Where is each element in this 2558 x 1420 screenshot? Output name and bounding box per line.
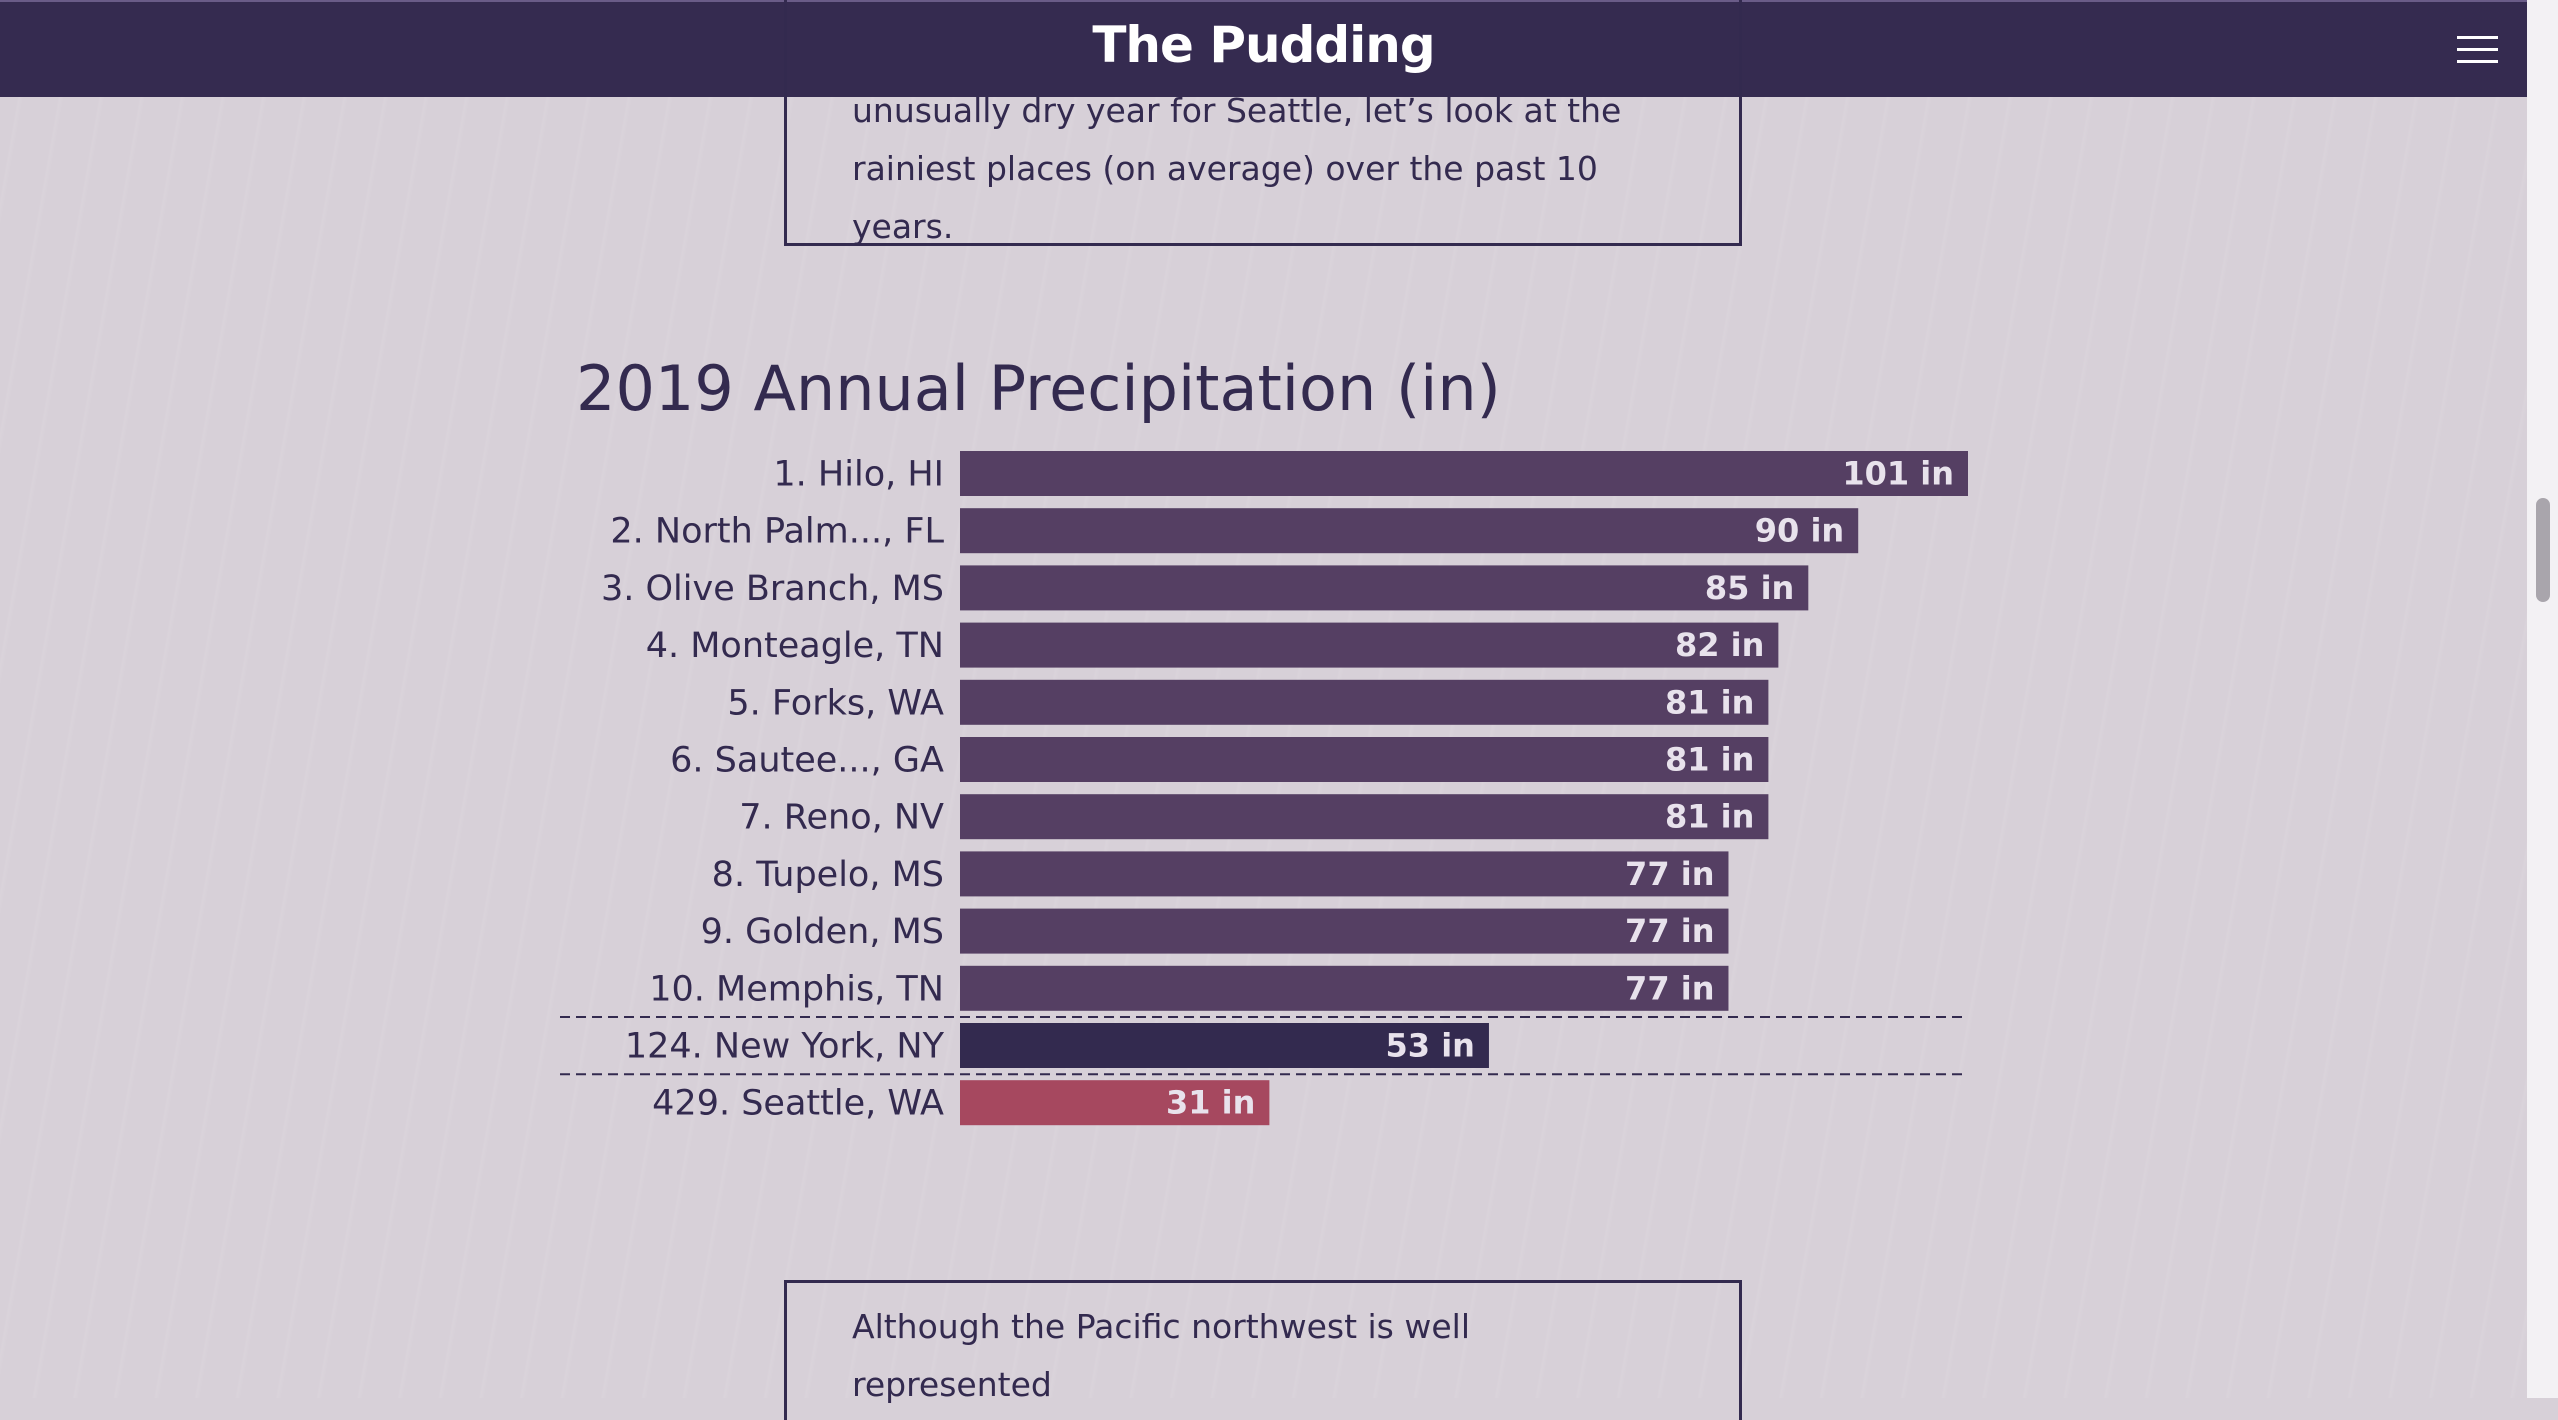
category-label: 1. Hilo, HI: [773, 455, 944, 495]
bar: [960, 508, 1859, 554]
intro-text-box: unusually dry year for Seattle, let’s lo…: [784, 0, 1742, 246]
bar: [960, 451, 1968, 496]
chart-title: 2019 Annual Precipitation (in): [576, 352, 1501, 425]
value-label: 81 in: [1665, 798, 1754, 836]
category-label: 5. Forks, WA: [727, 683, 944, 723]
category-label: 4. Monteagle, TN: [646, 626, 944, 666]
value-label: 81 in: [1665, 741, 1754, 779]
site-logo[interactable]: The Pudding: [1092, 16, 1435, 74]
intro-line: unusually dry year for Seattle, let’s lo…: [852, 91, 1622, 130]
vertical-scrollbar[interactable]: [2527, 0, 2558, 1398]
bar: [960, 965, 1729, 1011]
hamburger-menu-icon[interactable]: [2457, 36, 2498, 66]
bar: [960, 794, 1769, 840]
value-label: 53 in: [1386, 1027, 1475, 1065]
value-label: 81 in: [1665, 683, 1754, 721]
bar: [960, 737, 1769, 782]
value-label: 31 in: [1166, 1084, 1255, 1122]
top-navigation-bar: The Pudding: [0, 0, 2527, 97]
bar: [960, 622, 1779, 668]
category-label: 3. Olive Branch, MS: [601, 569, 944, 609]
value-label: 85 in: [1705, 569, 1794, 607]
scrollbar-thumb[interactable]: [2536, 498, 2550, 602]
category-label: 429. Seattle, WA: [652, 1084, 944, 1124]
value-label: 77 in: [1625, 855, 1714, 893]
precipitation-bar-chart: 1. Hilo, HI 101 in 2. North Palm..., FL 90 …: [560, 451, 1968, 1126]
intro-line: rainiest places (on average) over the pa…: [852, 149, 1598, 246]
bar: [960, 679, 1769, 725]
value-label: 101 in: [1842, 455, 1954, 493]
value-label: 77 in: [1625, 969, 1714, 1007]
bar: [960, 1023, 1489, 1068]
category-label: 7. Reno, NV: [739, 798, 944, 838]
value-label: 90 in: [1755, 512, 1844, 550]
category-label: 2. North Palm..., FL: [610, 512, 944, 552]
bar: [960, 565, 1809, 611]
bar: [960, 1080, 1270, 1126]
outro-text-box: Although the Pacific northwest is well r…: [784, 1280, 1742, 1420]
bar: [960, 851, 1729, 897]
category-label: 10. Memphis, TN: [649, 969, 944, 1009]
bar: [960, 908, 1729, 954]
category-label: 9. Golden, MS: [701, 912, 944, 952]
category-label: 124. New York, NY: [625, 1027, 945, 1067]
value-label: 82 in: [1675, 626, 1764, 664]
category-label: 8. Tupelo, MS: [712, 855, 944, 895]
value-label: 77 in: [1625, 912, 1714, 950]
category-label: 6. Sautee..., GA: [670, 741, 944, 781]
outro-line: Although the Pacific northwest is well r…: [852, 1307, 1470, 1404]
